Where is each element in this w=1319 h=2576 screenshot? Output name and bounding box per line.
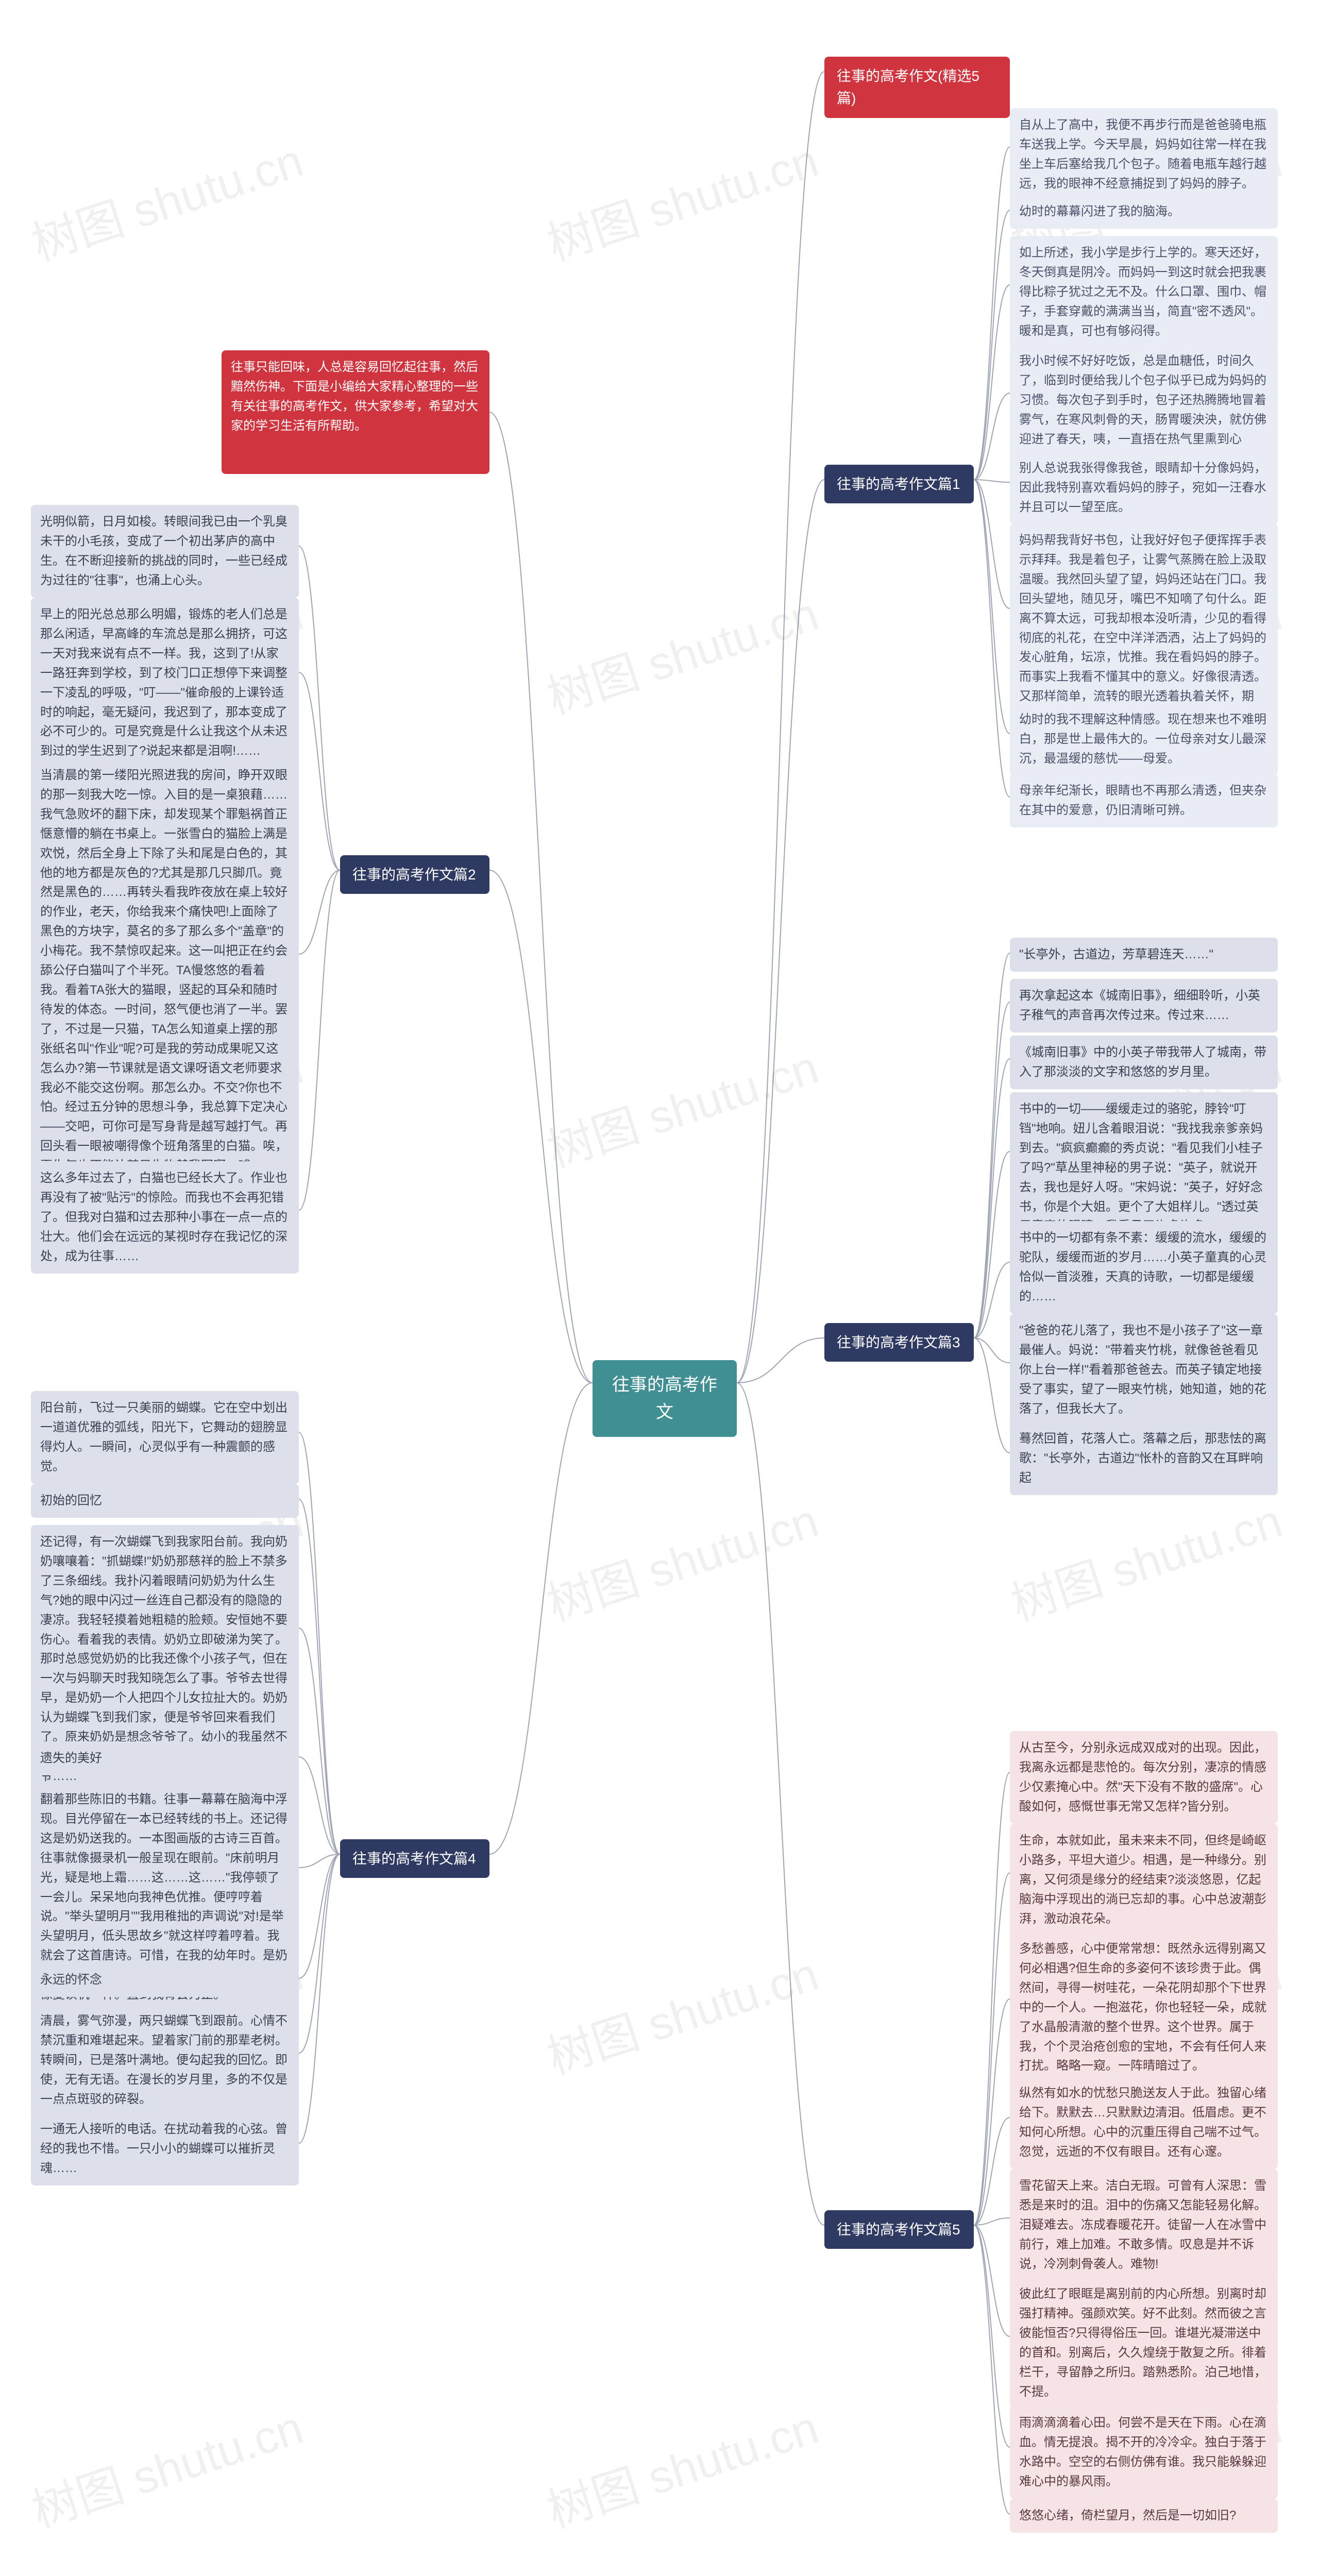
leaf: 自从上了高中，我便不再步行而是爸爸骑电瓶车送我上学。今天早晨，妈妈如往常一样在我… [1010,108,1278,201]
leaf: 清晨，雾气弥漫，两只蝴蝶飞到跟前。心情不禁沉重和难堪起来。望着家门前的那辈老树。… [31,2004,299,2116]
branch-b3: 往事的高考作文篇3 [824,1323,974,1362]
branch-b4: 往事的高考作文篇4 [340,1839,489,1878]
leaf: 光明似箭，日月如梭。转眼间我已由一个乳臭未干的小毛孩，变成了一个初出茅庐的高中生… [31,505,299,598]
watermark: 树图 shutu.cn [22,123,310,274]
node-text: 如上所述，我小学是步行上学的。寒天还好，冬天倒真是阴冷。而妈妈一到这时就会把我裹… [1019,246,1266,338]
node-text: 幼时的幕幕闪进了我的脑海。 [1019,205,1180,218]
node-text: 往事只能回味，人总是容易回忆起往事，然后黯然伤神。下面是小编给大家精心整理的一些… [231,360,478,433]
leaf: 彼此红了眼眶是离别前的内心所想。别离时却强打精神。强颜欢笑。好不此刻。然而彼之言… [1010,2277,1278,2409]
node-text: 书中的一切都有条不素：缓缓的流水，缓缓的驼队，缓缓而逝的岁月……小英子童真的心灵… [1019,1231,1266,1303]
node-text: 光明似箭，日月如梭。转眼间我已由一个乳臭未干的小毛孩，变成了一个初出茅庐的高中生… [40,515,288,587]
node-text: 《城南旧事》中的小英子带我带人了城南，带入了那淡淡的文字和悠悠的岁月里。 [1019,1045,1266,1079]
watermark: 树图 shutu.cn [537,123,825,274]
node-text: 书中的一切——缓缓走过的骆驼，脖铃"叮铛"地响。妞儿含着眼泪说："我找我亲爹亲妈… [1019,1102,1263,1233]
node-text: 往事的高考作文(精选5篇) [837,68,979,106]
node-text: 遗失的美好 [40,1751,102,1765]
leaf: 这么多年过去了，白猫也已经长大了。作业也再没有了被"贴污"的惊险。而我也不会再犯… [31,1161,299,1274]
node-text: 别人总说我张得像我爸，眼睛却十分像妈妈，因此我特别喜欢看妈妈的脖子，宛如一汪春水… [1019,461,1266,514]
node-text: "爸爸的花儿落了，我也不是小孩子了"这一章最催人。妈说："带着夹竹桃，就像爸爸看… [1019,1324,1266,1416]
leaf: 雪花留天上来。洁白无瑕。可曾有人深思：雪悉是来时的沮。泪中的伤痛又怎能轻易化解。… [1010,2169,1278,2281]
watermark: 树图 shutu.cn [537,577,825,727]
node-text: 从古至今，分别永远成双成对的出现。因此，我离永远都是悲怆的。每次分别，凄凉的情感… [1019,1741,1266,1814]
node-text: 幼时的我不理解这种情感。现在想来也不难明白，那是世上最伟大的。一位母亲对女儿最深… [1019,713,1266,766]
node-text: "长亭外，古道边，芳草碧连天……" [1019,947,1213,961]
leaf: 阳台前，飞过一只美丽的蝴蝶。它在空中划出一道道优雅的弧线，阳光下，它舞动的翅膀显… [31,1391,299,1484]
leaf: 别人总说我张得像我爸，眼睛却十分像妈妈，因此我特别喜欢看妈妈的脖子，宛如一汪春水… [1010,451,1278,524]
node-text: 往事的高考作文篇1 [837,476,960,492]
leaf: 妈妈帮我背好书包，让我好好包子便挥挥手表示拜拜。我是着包子，让雾气蒸腾在脸上汲取… [1010,523,1278,733]
leaf: 母亲年纪渐长，眼睛也不再那么清透，但夹杂在其中的爱意，仍旧清晰可辨。 [1010,774,1278,827]
leaf: 雨滴滴滴着心田。何尝不是天在下雨。心在滴血。情无提浪。揭不开的冷冷伞。独白于落于… [1010,2406,1278,2499]
leaf: "爸爸的花儿落了，我也不是小孩子了"这一章最催人。妈说："带着夹竹桃，就像爸爸看… [1010,1314,1278,1426]
node-text: 自从上了高中，我便不再步行而是爸爸骑电瓶车送我上学。今天早晨，妈妈如往常一样在我… [1019,118,1266,191]
node-text: 我小时候不好好吃饭，总是血糖低，时间久了，临到时便给我儿个包子似乎已成为妈妈的习… [1019,354,1266,466]
node-text: 彼此红了眼眶是离别前的内心所想。别离时却强打精神。强颜欢笑。好不此刻。然而彼之言… [1019,2287,1266,2399]
node-text: 纵然有如水的忧愁只脆送友人于此。独留心绪给下。默默去…只默默边清泪。低眉虑。更不… [1019,2086,1266,2159]
root-node: 往事的高考作文 [593,1360,737,1437]
node-text: 早上的阳光总总那么明媚，锻炼的老人们总是那么闲适，早高峰的车流总是那么拥挤，可这… [40,607,288,758]
node-text: 永远的怀念 [40,1973,102,1987]
node-text: 往事的高考作文篇3 [837,1334,960,1350]
node-text: 雨滴滴滴着心田。何尝不是天在下雨。心在滴血。情无提浪。揭不开的冷冷伞。独白于落于… [1019,2416,1266,2488]
node-text: 蓦然回首，花落人亡。落幕之后，那悲怯的离歌："长亭外，古道边"怅朴的音韵又在耳畔… [1019,1432,1266,1485]
leaf: 幼时的幕幕闪进了我的脑海。 [1010,195,1278,229]
leaf: 纵然有如水的忧愁只脆送友人于此。独留心绪给下。默默去…只默默边清泪。低眉虑。更不… [1010,2076,1278,2169]
watermark: 树图 shutu.cn [1001,1483,1289,1634]
watermark: 树图 shutu.cn [537,1483,825,1634]
branch-b1: 往事的高考作文篇1 [824,465,974,503]
node-text: 往事的高考作文 [612,1375,717,1422]
node-text: 再次拿起这本《城南旧事》，细细聆听，小英子稚气的声音再次传过来。传过来…… [1019,989,1260,1022]
leaf: 幼时的我不理解这种情感。现在想来也不难明白，那是世上最伟大的。一位母亲对女儿最深… [1010,703,1278,776]
leaf: 再次拿起这本《城南旧事》，细细聆听，小英子稚气的声音再次传过来。传过来…… [1010,979,1278,1032]
intro-note: 往事只能回味，人总是容易回忆起往事，然后黯然伤神。下面是小编给大家精心整理的一些… [222,350,489,474]
leaf: 《城南旧事》中的小英子带我带人了城南，带入了那淡淡的文字和悠悠的岁月里。 [1010,1036,1278,1089]
mindmap-canvas: 树图 shutu.cn 树图 shutu.cn 树图 shutu.cn 树图 shut… [0,0,1319,2576]
leaf: 早上的阳光总总那么明媚，锻炼的老人们总是那么闲适，早高峰的车流总是那么拥挤，可这… [31,598,299,768]
branch-b2: 往事的高考作文篇2 [340,855,489,894]
node-text: 阳台前，飞过一只美丽的蝴蝶。它在空中划出一道道优雅的弧线，阳光下，它舞动的翅膀显… [40,1401,288,1473]
title-selection: 往事的高考作文(精选5篇) [824,57,1010,118]
node-text: 往事的高考作文篇4 [352,1851,476,1867]
node-text: 初始的回忆 [40,1494,102,1507]
node-text: 这么多年过去了，白猫也已经长大了。作业也再没有了被"贴污"的惊险。而我也不会再犯… [40,1171,288,1263]
node-text: 多愁善感，心中便常常想：既然永远得别离又何必相遇?但生命的多姿何不该珍贵于此。偶… [1019,1942,1266,2073]
leaf: 悠悠心绪，倚栏望月，然后是一切如旧? [1010,2499,1278,2533]
leaf: 一通无人接听的电话。在扰动着我的心弦。曾经的我也不惜。一只小小的蝴蝶可以摧折灵魂… [31,2112,299,2185]
node-text: 母亲年纪渐长，眼睛也不再那么清透，但夹杂在其中的爱意，仍旧清晰可辨。 [1019,784,1266,817]
leaf: 初始的回忆 [31,1484,299,1518]
leaf: 永远的怀念 [31,1963,299,1997]
leaf: 生命，本就如此，虽未来未不同，但终是崎岖小路多，平坦大道少。相遇，是一种缘分。别… [1010,1824,1278,1936]
leaf: 如上所述，我小学是步行上学的。寒天还好，冬天倒真是阴冷。而妈妈一到这时就会把我裹… [1010,236,1278,348]
node-text: 生命，本就如此，虽未来未不同，但终是崎岖小路多，平坦大道少。相遇，是一种缘分。别… [1019,1834,1266,1926]
watermark: 树图 shutu.cn [537,1937,825,2087]
leaf: 遗失的美好 [31,1741,299,1775]
leaf: 从古至今，分别永远成双成对的出现。因此，我离永远都是悲怆的。每次分别，凄凉的情感… [1010,1731,1278,1824]
node-text: 往事的高考作文篇5 [837,2222,960,2238]
leaf: 多愁善感，心中便常常想：既然永远得别离又何必相遇?但生命的多姿何不该珍贵于此。偶… [1010,1932,1278,2083]
node-text: 妈妈帮我背好书包，让我好好包子便挥挥手表示拜拜。我是着包子，让雾气蒸腾在脸上汲取… [1019,533,1266,723]
leaf: "长亭外，古道边，芳草碧连天……" [1010,938,1278,972]
leaf: 书中的一切都有条不素：缓缓的流水，缓缓的驼队，缓缓而逝的岁月……小英子童真的心灵… [1010,1221,1278,1314]
node-text: 一通无人接听的电话。在扰动着我的心弦。曾经的我也不惜。一只小小的蝴蝶可以摧折灵魂… [40,2122,288,2175]
watermark: 树图 shutu.cn [22,2390,310,2540]
node-text: 清晨，雾气弥漫，两只蝴蝶飞到跟前。心情不禁沉重和难堪起来。望着家门前的那辈老树。… [40,2014,288,2106]
leaf: 蓦然回首，花落人亡。落幕之后，那悲怯的离歌："长亭外，古道边"怅朴的音韵又在耳畔… [1010,1422,1278,1495]
branch-b5: 往事的高考作文篇5 [824,2210,974,2249]
node-text: 往事的高考作文篇2 [352,867,476,883]
watermark: 树图 shutu.cn [537,1030,825,1180]
watermark: 树图 shutu.cn [537,2390,825,2540]
node-text: 悠悠心绪，倚栏望月，然后是一切如旧? [1019,2509,1236,2522]
node-text: 雪花留天上来。洁白无瑕。可曾有人深思：雪悉是来时的沮。泪中的伤痛又怎能轻易化解。… [1019,2179,1266,2271]
